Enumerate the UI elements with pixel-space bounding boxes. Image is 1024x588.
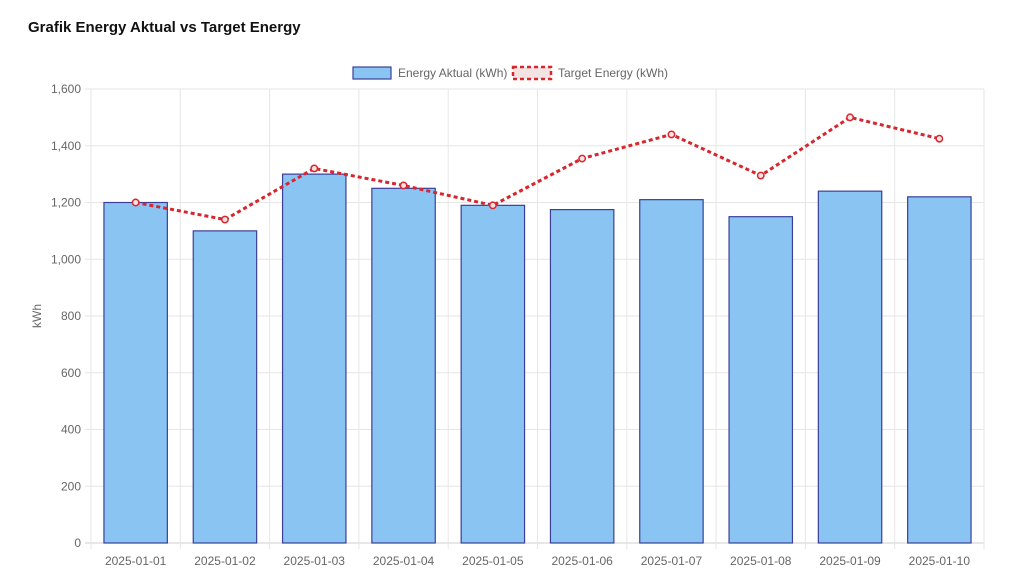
bar [371,187,436,544]
y-tick-label: 800 [61,309,81,323]
target-point [221,215,229,224]
y-tick-label: 1,000 [51,252,81,266]
y-tick-label: 200 [61,479,81,493]
target-point [667,130,676,139]
legend-label: Energy Aktual (kWh) [398,66,507,80]
bar [549,208,615,544]
x-tick-label: 2025-01-10 [909,554,971,568]
x-tick-label: 2025-01-05 [462,554,524,568]
y-tick-label: 600 [61,366,81,380]
target-point [578,154,587,163]
x-tick-label: 2025-01-01 [105,554,167,568]
target-point [310,164,319,173]
target-point [756,171,765,180]
bar [103,201,168,544]
y-tick-label: 0 [74,536,81,550]
axes: 0 200 400 600 800 1,000 1,200 1,400 1,600 2025-01… [30,82,970,568]
bar-series [103,173,972,544]
bar [817,190,883,544]
bar [281,173,347,544]
x-tick-label: 2025-01-02 [194,554,256,568]
chart-title: Grafik Energy Aktual vs Target Energy [28,19,301,36]
y-tick-label: 1,600 [51,82,81,96]
x-tick-label: 2025-01-06 [551,554,613,568]
legend-swatch-bar [352,66,392,80]
legend[interactable]: Energy Aktual (kWh) Target Energy (kWh) [352,65,668,81]
y-tick-label: 1,400 [51,139,81,153]
bar [460,204,526,544]
bar [639,199,704,544]
target-point [399,181,408,190]
target-point [488,201,497,210]
line-series [131,113,944,224]
y-axis-title: kWh [30,304,44,328]
x-tick-label: 2025-01-03 [284,554,346,568]
target-point [935,134,944,143]
bar [192,230,258,544]
x-tick-label: 2025-01-09 [819,554,881,568]
x-tick-label: 2025-01-04 [373,554,435,568]
target-point [846,113,854,122]
target-point [131,198,140,207]
legend-label: Target Energy (kWh) [558,66,668,80]
y-tick-label: 1,200 [51,196,81,210]
bar [907,196,972,544]
legend-swatch-line [511,65,553,81]
x-tick-label: 2025-01-08 [730,554,792,568]
target-line [135,115,940,222]
x-tick-label: 2025-01-07 [641,554,703,568]
bar [728,216,794,544]
y-tick-label: 400 [61,423,81,437]
